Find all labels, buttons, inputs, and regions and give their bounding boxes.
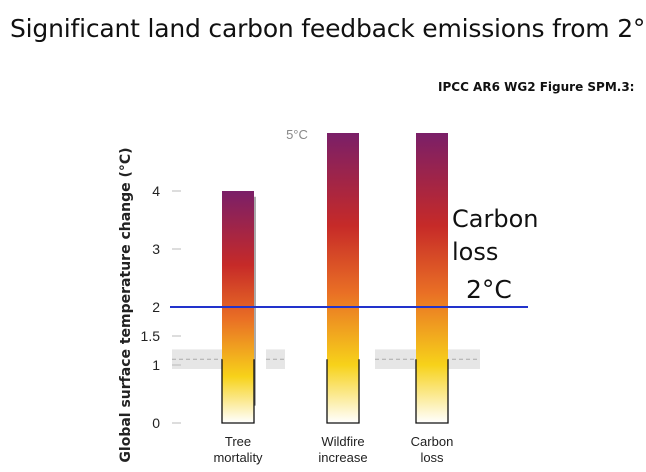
category-label-1: increase [318, 450, 367, 465]
y-tick-label: 4 [152, 183, 160, 199]
bar-outline-2 [415, 359, 449, 424]
y-tick-label: 1 [152, 357, 160, 373]
y-tick-label: 2 [152, 299, 160, 315]
category-label-2: loss [420, 450, 444, 465]
carbon-loss-annotation: Carbon loss [452, 203, 538, 269]
bar-outline-1 [326, 359, 360, 424]
y-tick-label: 1.5 [141, 328, 161, 344]
top-value-label: 5°C [286, 127, 308, 142]
source-citation: IPCC AR6 WG2 Figure SPM.3: [438, 80, 635, 94]
y-tick-label: 0 [152, 415, 160, 431]
category-label-2: Carbon [411, 434, 454, 449]
y-tick-label: 3 [152, 241, 160, 257]
category-label-0: Tree [225, 434, 251, 449]
bar-2 [416, 133, 448, 423]
category-label-0: mortality [213, 450, 263, 465]
threshold-annotation: 2°C [466, 275, 512, 304]
bar-1 [327, 133, 359, 423]
category-label-1: Wildfire [321, 434, 364, 449]
slide-title: Significant land carbon feedback emissio… [10, 14, 646, 43]
bar-outline-0 [221, 359, 255, 424]
carbon-loss-annotation-line2: loss [452, 238, 499, 266]
carbon-loss-annotation-line1: Carbon [452, 205, 539, 233]
